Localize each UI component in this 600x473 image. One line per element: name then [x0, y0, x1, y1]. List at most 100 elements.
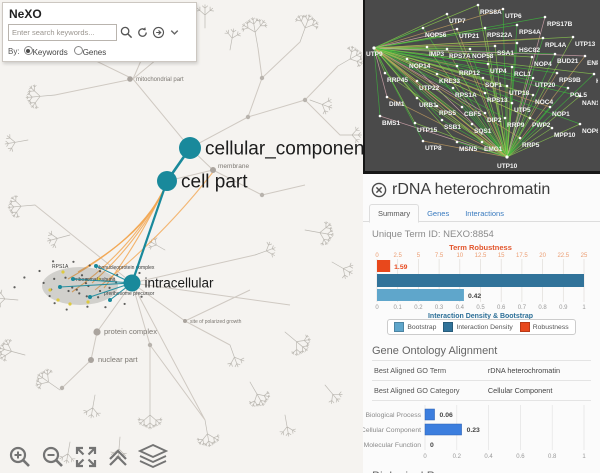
- legend-item: Robustness: [519, 322, 569, 332]
- gene-node[interactable]: [578, 122, 582, 126]
- gene-node[interactable]: [553, 52, 557, 56]
- gene-node[interactable]: [451, 86, 455, 90]
- search-icon[interactable]: [120, 26, 133, 39]
- close-icon[interactable]: [371, 182, 387, 198]
- gene-node[interactable]: [435, 72, 439, 76]
- gene-node[interactable]: [481, 76, 485, 80]
- highlighted-term-label: cellular_component: [205, 139, 363, 160]
- tab-summary[interactable]: Summary: [369, 204, 420, 223]
- gene-node[interactable]: [470, 122, 474, 126]
- gene-node[interactable]: [425, 45, 429, 49]
- radio-label[interactable]: Genes: [82, 48, 107, 57]
- gene-node[interactable]: [483, 26, 487, 30]
- zoom-out-icon[interactable]: [41, 445, 65, 469]
- gene-label: MSN5: [459, 146, 477, 153]
- gene-label: UTP20: [535, 82, 556, 89]
- search-mode-radios: Keywords Genes: [23, 46, 113, 57]
- gene-node[interactable]: [543, 15, 547, 19]
- gene-node[interactable]: [440, 118, 444, 122]
- category-label: Molecular Function: [364, 442, 422, 449]
- gene-node[interactable]: [455, 27, 459, 31]
- term-label: protein complex: [104, 327, 157, 336]
- go-icon[interactable]: [152, 26, 165, 39]
- gene-label: UTP22: [419, 85, 440, 92]
- gene-node[interactable]: [566, 86, 570, 90]
- gene-node[interactable]: [578, 94, 582, 98]
- gene-node[interactable]: [528, 116, 532, 120]
- highlighted-term-node[interactable]: [157, 171, 177, 191]
- gene-node[interactable]: [486, 62, 490, 66]
- gene-label: SSA1: [497, 50, 514, 57]
- gene-node[interactable]: [548, 105, 552, 109]
- gene-node[interactable]: [550, 126, 554, 130]
- gene-node[interactable]: [435, 104, 439, 108]
- gene-node[interactable]: [383, 71, 387, 75]
- hub-gene-node[interactable]: [505, 155, 509, 159]
- gene-node[interactable]: [460, 105, 464, 109]
- term-node[interactable]: [127, 76, 133, 82]
- refresh-icon[interactable]: [136, 26, 149, 39]
- gene-node[interactable]: [445, 47, 449, 51]
- gene-node[interactable]: [531, 93, 535, 97]
- highlighted-term-node[interactable]: [179, 137, 201, 159]
- gene-node[interactable]: [583, 54, 587, 58]
- gene-node[interactable]: [445, 12, 449, 16]
- gene-node[interactable]: [555, 71, 559, 75]
- gene-node[interactable]: [476, 3, 480, 7]
- gene-node[interactable]: [421, 26, 425, 30]
- gene-node[interactable]: [413, 121, 417, 125]
- bar-value-label: 1.59: [394, 264, 407, 271]
- gene-node[interactable]: [405, 57, 409, 61]
- hub-gene-node[interactable]: [372, 46, 376, 50]
- gene-node[interactable]: [571, 35, 575, 39]
- layers-icon[interactable]: [138, 443, 168, 469]
- gene-node[interactable]: [505, 84, 509, 88]
- tab-interactions[interactable]: Interactions: [465, 209, 504, 218]
- gene-node[interactable]: [415, 96, 419, 100]
- gene-label: RPS13: [487, 97, 508, 104]
- highlighted-term-node[interactable]: [123, 274, 141, 292]
- tab-genes[interactable]: Genes: [427, 209, 450, 218]
- radio-keywords[interactable]: [23, 46, 33, 55]
- gene-label: DIM1: [389, 101, 405, 108]
- gene-node[interactable]: [385, 95, 389, 99]
- chevron-down-icon[interactable]: [168, 26, 181, 39]
- fit-to-screen-icon[interactable]: [74, 445, 98, 469]
- ontology-graph[interactable]: ribonucleoprotein complex ribosomal subun…: [0, 0, 363, 473]
- gene-node[interactable]: [483, 91, 487, 95]
- gene-node[interactable]: [480, 140, 484, 144]
- term-node[interactable]: [183, 319, 187, 323]
- term-node[interactable]: [93, 328, 101, 336]
- term-node[interactable]: [88, 357, 94, 363]
- cluster-term-label: RPS1A: [52, 264, 69, 270]
- gene-node[interactable]: [483, 111, 487, 115]
- gene-node[interactable]: [530, 55, 534, 59]
- gene-node[interactable]: [515, 41, 519, 45]
- zoom-in-icon[interactable]: [8, 445, 32, 469]
- gene-node[interactable]: [518, 136, 522, 140]
- gene-node[interactable]: [510, 101, 514, 105]
- radio-genes[interactable]: [73, 46, 83, 55]
- gene-node[interactable]: [493, 44, 497, 48]
- term-label: nuclear part: [98, 355, 139, 364]
- gene-node[interactable]: [421, 139, 425, 143]
- gene-node[interactable]: [501, 7, 505, 11]
- gene-node[interactable]: [455, 140, 459, 144]
- term-node[interactable]: [210, 167, 216, 173]
- gene-node[interactable]: [531, 76, 535, 80]
- gene-node[interactable]: [541, 36, 545, 40]
- gene-label: RCL1: [514, 71, 531, 78]
- gene-node[interactable]: [468, 47, 472, 51]
- gene-node[interactable]: [510, 65, 514, 69]
- gene-node[interactable]: [592, 72, 596, 76]
- gene-node[interactable]: [378, 114, 382, 118]
- search-input[interactable]: [8, 24, 117, 41]
- gene-node[interactable]: [515, 23, 519, 27]
- collapse-icon[interactable]: [107, 445, 129, 469]
- gene-node[interactable]: [415, 79, 419, 83]
- gene-node[interactable]: [503, 116, 507, 120]
- radio-label[interactable]: Keywords: [32, 48, 68, 57]
- gene-node[interactable]: [455, 64, 459, 68]
